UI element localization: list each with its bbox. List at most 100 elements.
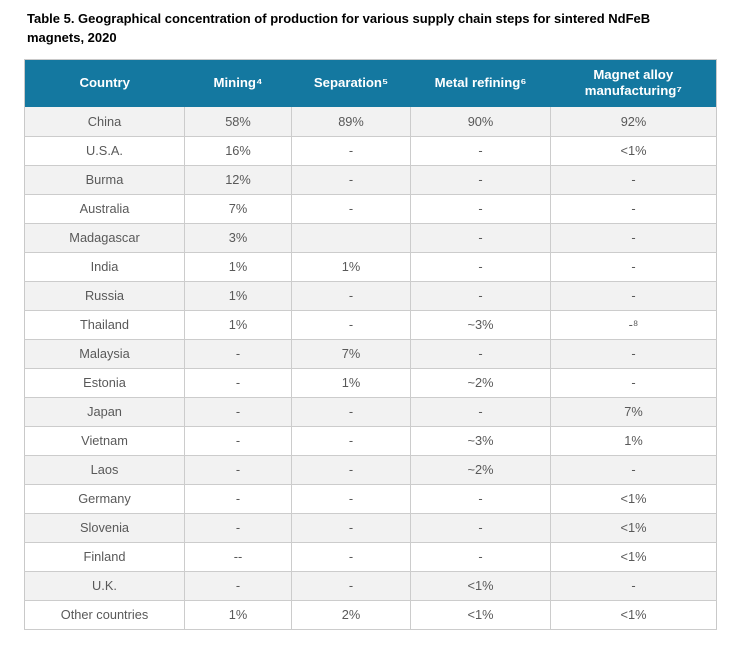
value-cell: - — [550, 165, 717, 195]
value-cell: <1% — [410, 571, 551, 601]
value-cell: - — [291, 571, 411, 601]
value-cell: 7% — [291, 339, 411, 369]
header-row: Country Mining⁴ Separation⁵ Metal refini… — [24, 59, 717, 108]
value-cell — [291, 223, 411, 253]
table-row: Burma 12% - - - — [24, 165, 717, 195]
value-cell: - — [550, 252, 717, 282]
table-header: Country Mining⁴ Separation⁵ Metal refini… — [24, 59, 717, 108]
value-cell: - — [410, 136, 551, 166]
value-cell: ~2% — [410, 368, 551, 398]
value-cell: -- — [184, 542, 292, 572]
value-cell: - — [291, 542, 411, 572]
value-cell: - — [184, 339, 292, 369]
value-cell: - — [550, 455, 717, 485]
value-cell: - — [410, 339, 551, 369]
value-cell: 1% — [184, 600, 292, 630]
country-cell: Australia — [24, 194, 185, 224]
value-cell: - — [291, 484, 411, 514]
table-row: Germany - - - <1% — [24, 484, 717, 514]
value-cell: 1% — [184, 281, 292, 311]
col-header-country: Country — [24, 59, 185, 108]
value-cell: - — [410, 252, 551, 282]
country-cell: Germany — [24, 484, 185, 514]
table-row: Malaysia -7% - - — [24, 339, 717, 369]
value-cell: - — [184, 397, 292, 427]
value-cell: 7% — [550, 397, 717, 427]
country-cell: Laos — [24, 455, 185, 485]
country-cell: India — [24, 252, 185, 282]
value-cell: - — [410, 513, 551, 543]
value-cell: - — [410, 165, 551, 195]
value-cell: 7% — [184, 194, 292, 224]
value-cell: - — [184, 513, 292, 543]
value-cell: - — [184, 426, 292, 456]
value-cell: <1% — [550, 600, 717, 630]
value-cell: - — [291, 397, 411, 427]
table-title: Table 5. Geographical concentration of p… — [27, 11, 651, 45]
country-cell: Slovenia — [24, 513, 185, 543]
table-row: Russia 1% - - - — [24, 281, 717, 311]
value-cell: 1% — [184, 310, 292, 340]
table-row: Slovenia - - - <1% — [24, 513, 717, 543]
table-row: Madagascar 3% - - — [24, 223, 717, 253]
table-row: U.K. - - <1% - — [24, 571, 717, 601]
value-cell: - — [550, 194, 717, 224]
country-cell: Malaysia — [24, 339, 185, 369]
value-cell: 92% — [550, 107, 717, 137]
table-row: Thailand 1% - ~3% -⁸ — [24, 310, 717, 340]
table-row: Estonia -1% ~2% - — [24, 368, 717, 398]
country-cell: China — [24, 107, 185, 137]
table-row: China 58% 89% 90% 92% — [24, 107, 717, 137]
value-cell: - — [410, 484, 551, 514]
value-cell: <1% — [410, 600, 551, 630]
table-row: Australia 7% - - - — [24, 194, 717, 224]
country-cell: Russia — [24, 281, 185, 311]
supply-chain-concentration-table: Country Mining⁴ Separation⁵ Metal refini… — [24, 58, 717, 630]
col-header-separation: Separation⁵ — [291, 59, 411, 108]
table-body: China 58% 89% 90% 92% U.S.A. 16% - - <1% Burma 12% -… — [24, 107, 717, 630]
value-cell: - — [410, 397, 551, 427]
col-header-mining: Mining⁴ — [184, 59, 292, 108]
value-cell: <1% — [550, 136, 717, 166]
value-cell: - — [184, 571, 292, 601]
country-cell: Vietnam — [24, 426, 185, 456]
value-cell: - — [550, 223, 717, 253]
value-cell: <1% — [550, 484, 717, 514]
value-cell: - — [291, 455, 411, 485]
table-row: Laos - - ~2% - — [24, 455, 717, 485]
country-cell: Estonia — [24, 368, 185, 398]
value-cell: - — [184, 455, 292, 485]
value-cell: 89% — [291, 107, 411, 137]
value-cell: - — [291, 281, 411, 311]
table-row: Vietnam - - ~3% 1% — [24, 426, 717, 456]
value-cell: <1% — [550, 513, 717, 543]
table-row: Finland -- - - <1% — [24, 542, 717, 572]
value-cell: - — [410, 194, 551, 224]
value-cell: - — [291, 165, 411, 195]
value-cell: 12% — [184, 165, 292, 195]
value-cell: 90% — [410, 107, 551, 137]
value-cell: - — [291, 310, 411, 340]
value-cell: 3% — [184, 223, 292, 253]
value-cell: ~3% — [410, 426, 551, 456]
country-cell: Burma — [24, 165, 185, 195]
table-row: U.S.A. 16% - - <1% — [24, 136, 717, 166]
value-cell: - — [550, 339, 717, 369]
value-cell: 2% — [291, 600, 411, 630]
value-cell: ~2% — [410, 455, 551, 485]
value-cell: - — [550, 571, 717, 601]
country-cell: U.S.A. — [24, 136, 185, 166]
col-header-magnet-alloy-manufacturing: Magnet alloy manufacturing⁷ — [550, 59, 717, 108]
value-cell: <1% — [550, 542, 717, 572]
value-cell: - — [550, 281, 717, 311]
value-cell: 1% — [550, 426, 717, 456]
value-cell: - — [184, 484, 292, 514]
country-cell: U.K. — [24, 571, 185, 601]
value-cell: 1% — [291, 252, 411, 282]
value-cell: - — [291, 136, 411, 166]
country-cell: Finland — [24, 542, 185, 572]
country-cell: Madagascar — [24, 223, 185, 253]
table-row: India 1% 1% - - — [24, 252, 717, 282]
value-cell: ~3% — [410, 310, 551, 340]
